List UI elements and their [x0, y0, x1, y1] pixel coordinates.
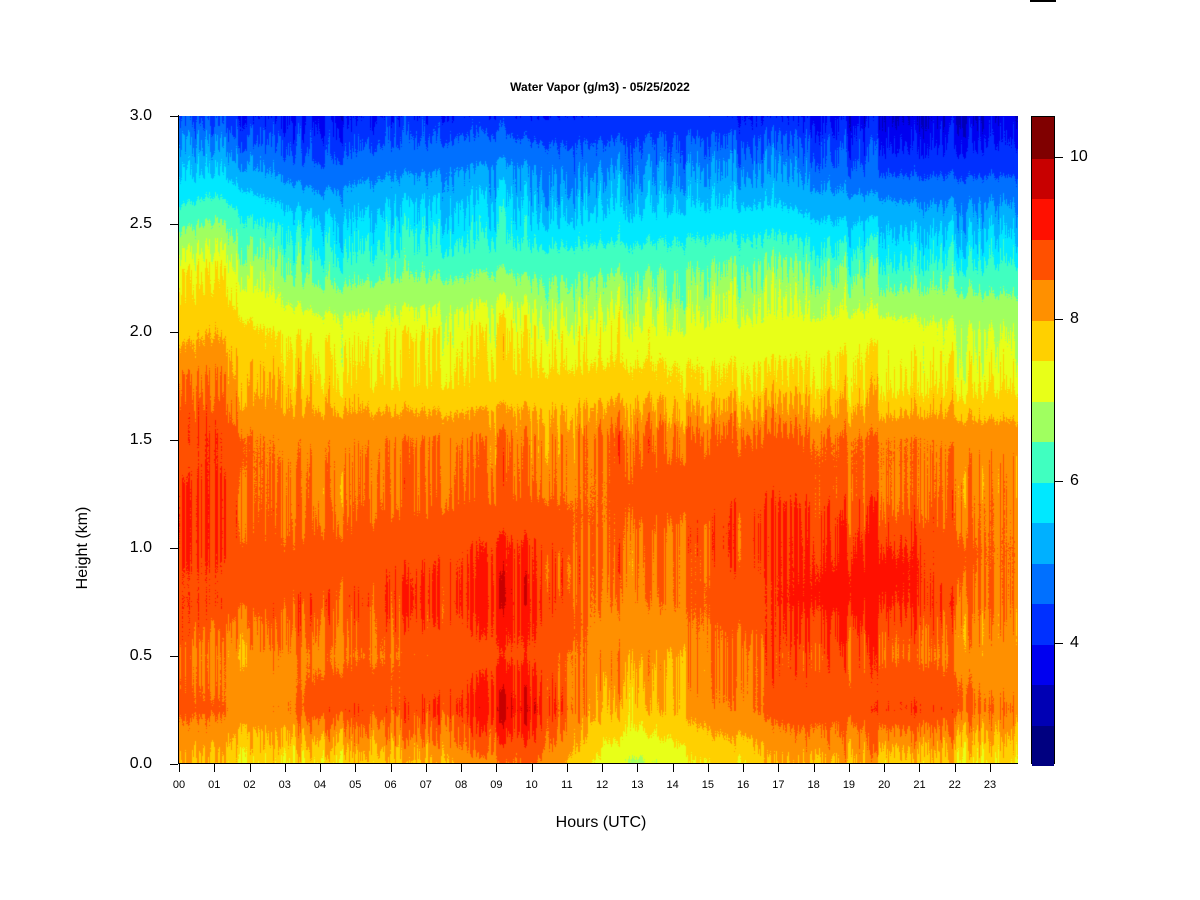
x-tick	[390, 764, 392, 772]
y-tick-label: 3.0	[129, 107, 152, 124]
y-axis-label: Height (km)	[74, 506, 91, 590]
colorbar	[1031, 116, 1055, 766]
x-tick	[989, 764, 991, 772]
colorbar-band	[1032, 157, 1054, 199]
x-tick	[954, 764, 956, 772]
colorbar-band	[1032, 198, 1054, 240]
x-tick-label: 00	[172, 779, 186, 791]
x-tick	[848, 764, 850, 772]
x-tick-label: 13	[631, 779, 644, 791]
colorbar-band	[1032, 522, 1054, 564]
x-tick-label: 21	[913, 779, 926, 791]
colorbar-tick-label: 10	[1070, 147, 1088, 165]
x-tick-label: 04	[313, 779, 327, 791]
x-tick	[637, 764, 639, 772]
colorbar-band	[1032, 319, 1054, 361]
x-tick	[743, 764, 745, 772]
x-tick-label: 14	[666, 779, 679, 791]
x-tick-label: 07	[419, 779, 432, 791]
y-tick	[170, 548, 178, 549]
x-tick-label: 18	[807, 779, 820, 791]
x-tick	[919, 764, 921, 772]
chart-title: Water Vapor (g/m3) - 05/25/2022	[510, 80, 690, 94]
x-axis-label: Hours (UTC)	[555, 814, 647, 831]
x-tick-label: 19	[842, 779, 856, 791]
x-tick	[778, 764, 780, 772]
x-tick	[214, 764, 216, 772]
x-tick-label: 12	[595, 779, 609, 791]
y-tick	[170, 764, 178, 765]
x-tick-label: 16	[737, 779, 750, 791]
colorbar-band	[1032, 117, 1054, 159]
colorbar-tick	[1055, 318, 1063, 320]
colorbar-band	[1032, 603, 1054, 645]
x-tick	[249, 764, 251, 772]
x-tick-label: 23	[983, 779, 997, 791]
x-tick-label: 17	[772, 779, 785, 791]
x-tick	[355, 764, 357, 772]
colorbar-band	[1032, 643, 1054, 685]
colorbar-band	[1032, 724, 1054, 766]
x-tick-label: 02	[243, 779, 256, 791]
y-tick-label: 0.5	[129, 647, 152, 664]
y-tick	[170, 440, 178, 441]
x-tick	[531, 764, 533, 772]
colorbar-tick-label: 8	[1070, 309, 1079, 327]
y-tick-label: 1.0	[129, 539, 152, 556]
x-tick	[566, 764, 568, 772]
x-tick	[284, 764, 286, 772]
x-tick	[461, 764, 463, 772]
x-tick	[320, 764, 322, 772]
x-tick-label: 08	[454, 779, 468, 791]
x-tick-label: 15	[701, 779, 715, 791]
corner-mark	[1030, 0, 1056, 2]
colorbar-band	[1032, 360, 1054, 402]
colorbar-band	[1032, 400, 1054, 442]
x-tick-label: 09	[490, 779, 503, 791]
x-tick-label: 20	[878, 779, 891, 791]
x-tick-label: 22	[948, 779, 961, 791]
x-tick-label: 05	[349, 779, 362, 791]
x-tick	[602, 764, 604, 772]
colorbar-band	[1032, 562, 1054, 604]
x-tick	[496, 764, 498, 772]
plot-axes-frame	[178, 115, 1018, 764]
colorbar-tick-label: 6	[1070, 471, 1079, 489]
colorbar-tick	[1055, 642, 1063, 644]
y-tick	[170, 224, 178, 225]
x-tick-label: 06	[384, 779, 397, 791]
y-tick-label: 1.5	[129, 431, 152, 448]
y-tick	[170, 332, 178, 333]
colorbar-tick-label: 4	[1070, 633, 1079, 651]
y-tick-label: 2.5	[129, 215, 152, 232]
x-tick-label: 01	[208, 779, 221, 791]
colorbar-band	[1032, 684, 1054, 726]
x-tick-label: 03	[278, 779, 291, 791]
x-tick	[813, 764, 815, 772]
x-tick	[884, 764, 886, 772]
x-tick-label: 11	[561, 779, 573, 791]
x-tick-label: 10	[525, 779, 538, 791]
heatmap-plot-area	[179, 116, 1018, 764]
y-tick-label: 0.0	[129, 755, 152, 772]
colorbar-band	[1032, 481, 1054, 523]
colorbar-tick	[1055, 156, 1063, 158]
x-tick	[179, 764, 180, 772]
colorbar-band	[1032, 279, 1054, 321]
y-tick	[170, 656, 178, 657]
x-tick	[707, 764, 709, 772]
colorbar-band	[1032, 441, 1054, 483]
y-tick	[170, 116, 178, 117]
x-tick	[425, 764, 427, 772]
x-tick	[672, 764, 674, 772]
colorbar-band	[1032, 238, 1054, 280]
y-tick-label: 2.0	[129, 323, 152, 340]
colorbar-tick	[1055, 480, 1063, 482]
